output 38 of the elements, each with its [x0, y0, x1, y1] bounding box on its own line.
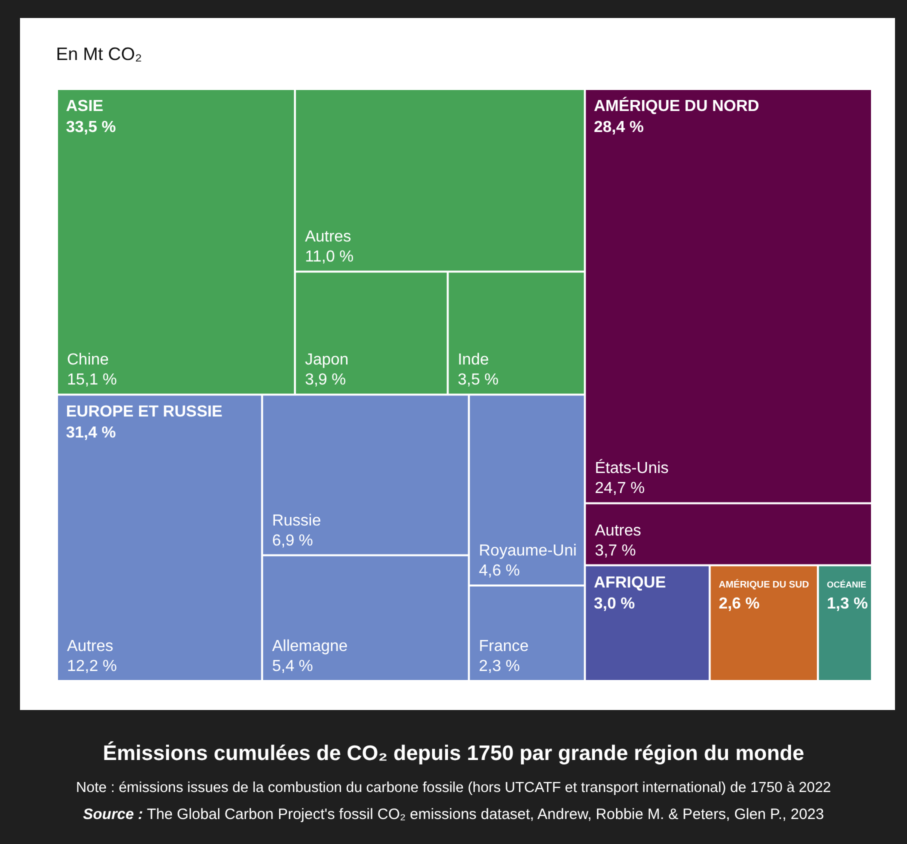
data-label: 4,6 %	[478, 562, 520, 580]
data-label: 3,9 %	[304, 372, 346, 389]
category-label: Autres	[67, 638, 114, 655]
series-label: ASIE	[66, 98, 104, 115]
category-label: Allemagne	[272, 638, 348, 655]
series-label: EUROPE ET RUSSIE	[66, 404, 223, 421]
category-label: Chine	[67, 352, 109, 369]
category-label: Russie	[272, 512, 322, 530]
data-label: 12,2 %	[67, 658, 117, 675]
category-label: France	[478, 638, 529, 655]
text: 31,4 %	[66, 424, 116, 442]
category-label: Japon	[304, 352, 349, 369]
text: Note : émissions issues de la combustion du carbone fossile (hors UTCATF et transport international) de 1750 à 2022	[75, 780, 832, 796]
data-label: 2,6 %	[718, 595, 760, 612]
data-label: 11,0 %	[304, 248, 354, 266]
category-label: Inde	[458, 352, 489, 369]
category-label: États-Unis	[594, 459, 669, 478]
data-label: 3,5 %	[458, 372, 499, 389]
series-label: AMÉRIQUE DU NORD	[594, 96, 760, 115]
category-label: Royaume-Uni	[478, 542, 577, 560]
source-note: Source : The Global Carbon Project's fossil CO₂ emissions dataset, Andrew, Robbie M. & Peters, Glen P., 2023	[82, 806, 825, 823]
data-label: 24,7 %	[594, 480, 645, 498]
text: 33,5 %	[66, 119, 116, 136]
text: En Mt CO₂	[56, 44, 142, 65]
category-label: OCÉANIE	[826, 579, 867, 590]
data-label: 1,3 %	[826, 595, 868, 612]
data-label: 15,1 %	[67, 372, 117, 389]
category-label: AFRIQUE	[594, 574, 666, 592]
category-label: Autres	[304, 228, 352, 246]
category-label: AMÉRIQUE DU SUD	[718, 578, 810, 590]
text: 28,4 %	[594, 119, 644, 136]
data-label: 3,7 %	[594, 542, 636, 560]
data-label: 3,0 %	[594, 595, 635, 612]
category-label: Autres	[594, 522, 642, 540]
data-label: 2,3 %	[478, 658, 520, 675]
text: Émissions cumulées de CO₂ depuis 1750 par grande région du monde	[102, 742, 806, 766]
data-label: 5,4 %	[272, 658, 314, 675]
data-label: 6,9 %	[272, 532, 314, 550]
